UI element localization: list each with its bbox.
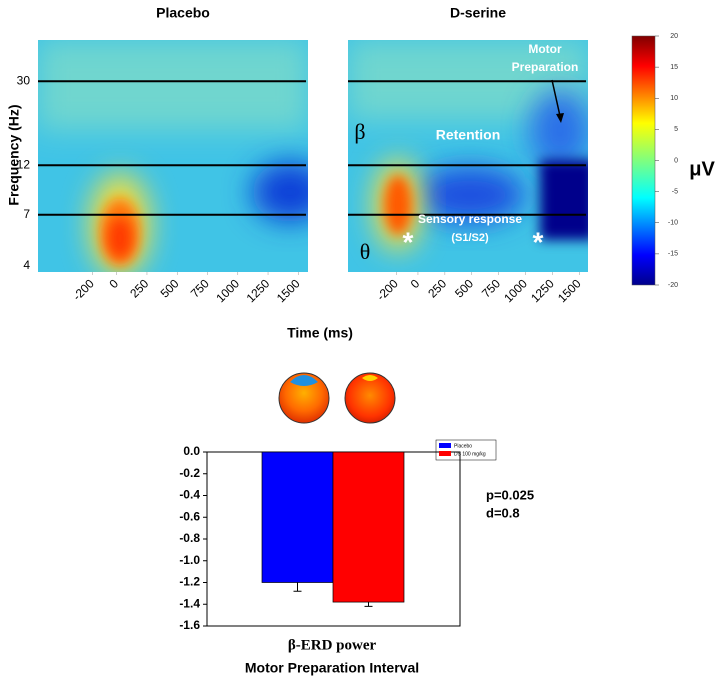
y-tick-label: -0.6: [179, 509, 200, 523]
annotation: Preparation: [512, 60, 579, 74]
chart-title: D-serine: [450, 5, 506, 21]
x-tick-label: -200: [374, 276, 401, 303]
colorbar-tick-label: 0: [674, 157, 678, 164]
annotation: *: [533, 226, 544, 257]
colorbar-tick-label: -10: [668, 220, 678, 227]
arrow: [551, 79, 561, 117]
error-bar: [293, 582, 302, 592]
colorbar-tick-label: 15: [670, 64, 678, 71]
legend-swatch: [439, 443, 451, 448]
y-tick-label: -1.2: [179, 575, 200, 589]
colorbar-label: μV: [689, 158, 715, 180]
bar: [332, 451, 405, 603]
annotation: (S1/S2): [451, 232, 489, 244]
y-tick-label: -1.0: [179, 553, 200, 567]
y-tick-label: 7: [23, 207, 30, 221]
colorbar-tick-label: -20: [668, 282, 678, 289]
x-tick-label: 1000: [213, 276, 242, 305]
y-tick-label: -0.2: [179, 466, 200, 480]
colorbar-tick-label: -5: [672, 188, 678, 195]
colorbar: [631, 35, 656, 286]
heatmap-dserine: [348, 40, 588, 272]
subtitle: Motor Preparation Interval: [245, 660, 419, 676]
y-tick-label: 30: [17, 73, 31, 87]
x-tick-label: 250: [425, 276, 449, 300]
y-axis-label: Frequency (Hz): [6, 104, 22, 205]
x-tick-label: 1500: [555, 276, 584, 305]
x-tick-label: 1250: [528, 276, 557, 305]
x-tick-label: 500: [452, 276, 476, 300]
y-tick-label: -0.8: [179, 531, 200, 545]
annotation: d=0.8: [486, 505, 520, 520]
x-axis-label: Time (ms): [287, 325, 353, 341]
y-tick-label: -1.6: [179, 618, 200, 632]
error-bar: [364, 602, 373, 607]
colorbar-tick-label: 10: [670, 95, 678, 102]
x-tick-label: -200: [70, 276, 97, 303]
bar: [261, 451, 334, 583]
arrow-head: [556, 113, 564, 123]
x-tick-label: 500: [158, 276, 182, 300]
y-tick-label: 12: [17, 157, 31, 171]
annotation: θ: [360, 239, 371, 264]
y-tick-label: -0.4: [179, 488, 200, 502]
legend-swatch: [439, 451, 451, 456]
annotation: Sensory response: [418, 212, 522, 226]
annotation: *: [403, 226, 414, 257]
legend-label: DS 100 mg/kg: [454, 451, 486, 457]
x-tick-label: 1000: [501, 276, 530, 305]
y-tick-label: -1.4: [179, 596, 200, 610]
x-tick-label: 250: [127, 276, 151, 300]
topomaps: [278, 372, 396, 424]
annotation: β: [354, 119, 365, 144]
x-axis-label: β-ERD power: [288, 637, 377, 653]
annotation: Motor: [528, 42, 562, 56]
x-tick-label: 1500: [274, 276, 303, 305]
y-tick-label: 0.0: [183, 444, 200, 458]
annotation: Retention: [436, 127, 501, 143]
legend-box: [435, 439, 497, 461]
colorbar-tick-label: 20: [670, 33, 678, 40]
colorbar-tick-label: -15: [668, 251, 678, 258]
x-tick-label: 750: [188, 276, 212, 300]
legend-label: Placebo: [454, 443, 472, 449]
colorbar-tick-label: 5: [674, 126, 678, 133]
x-tick-label: 750: [479, 276, 503, 300]
x-tick-label: 1250: [244, 276, 273, 305]
y-tick-label: 4: [23, 258, 30, 272]
heatmap-placebo: [38, 40, 308, 272]
x-tick-label: 0: [106, 276, 121, 291]
chart-title: Placebo: [156, 5, 210, 21]
annotation: p=0.025: [486, 487, 534, 502]
x-tick-label: 0: [408, 276, 423, 291]
